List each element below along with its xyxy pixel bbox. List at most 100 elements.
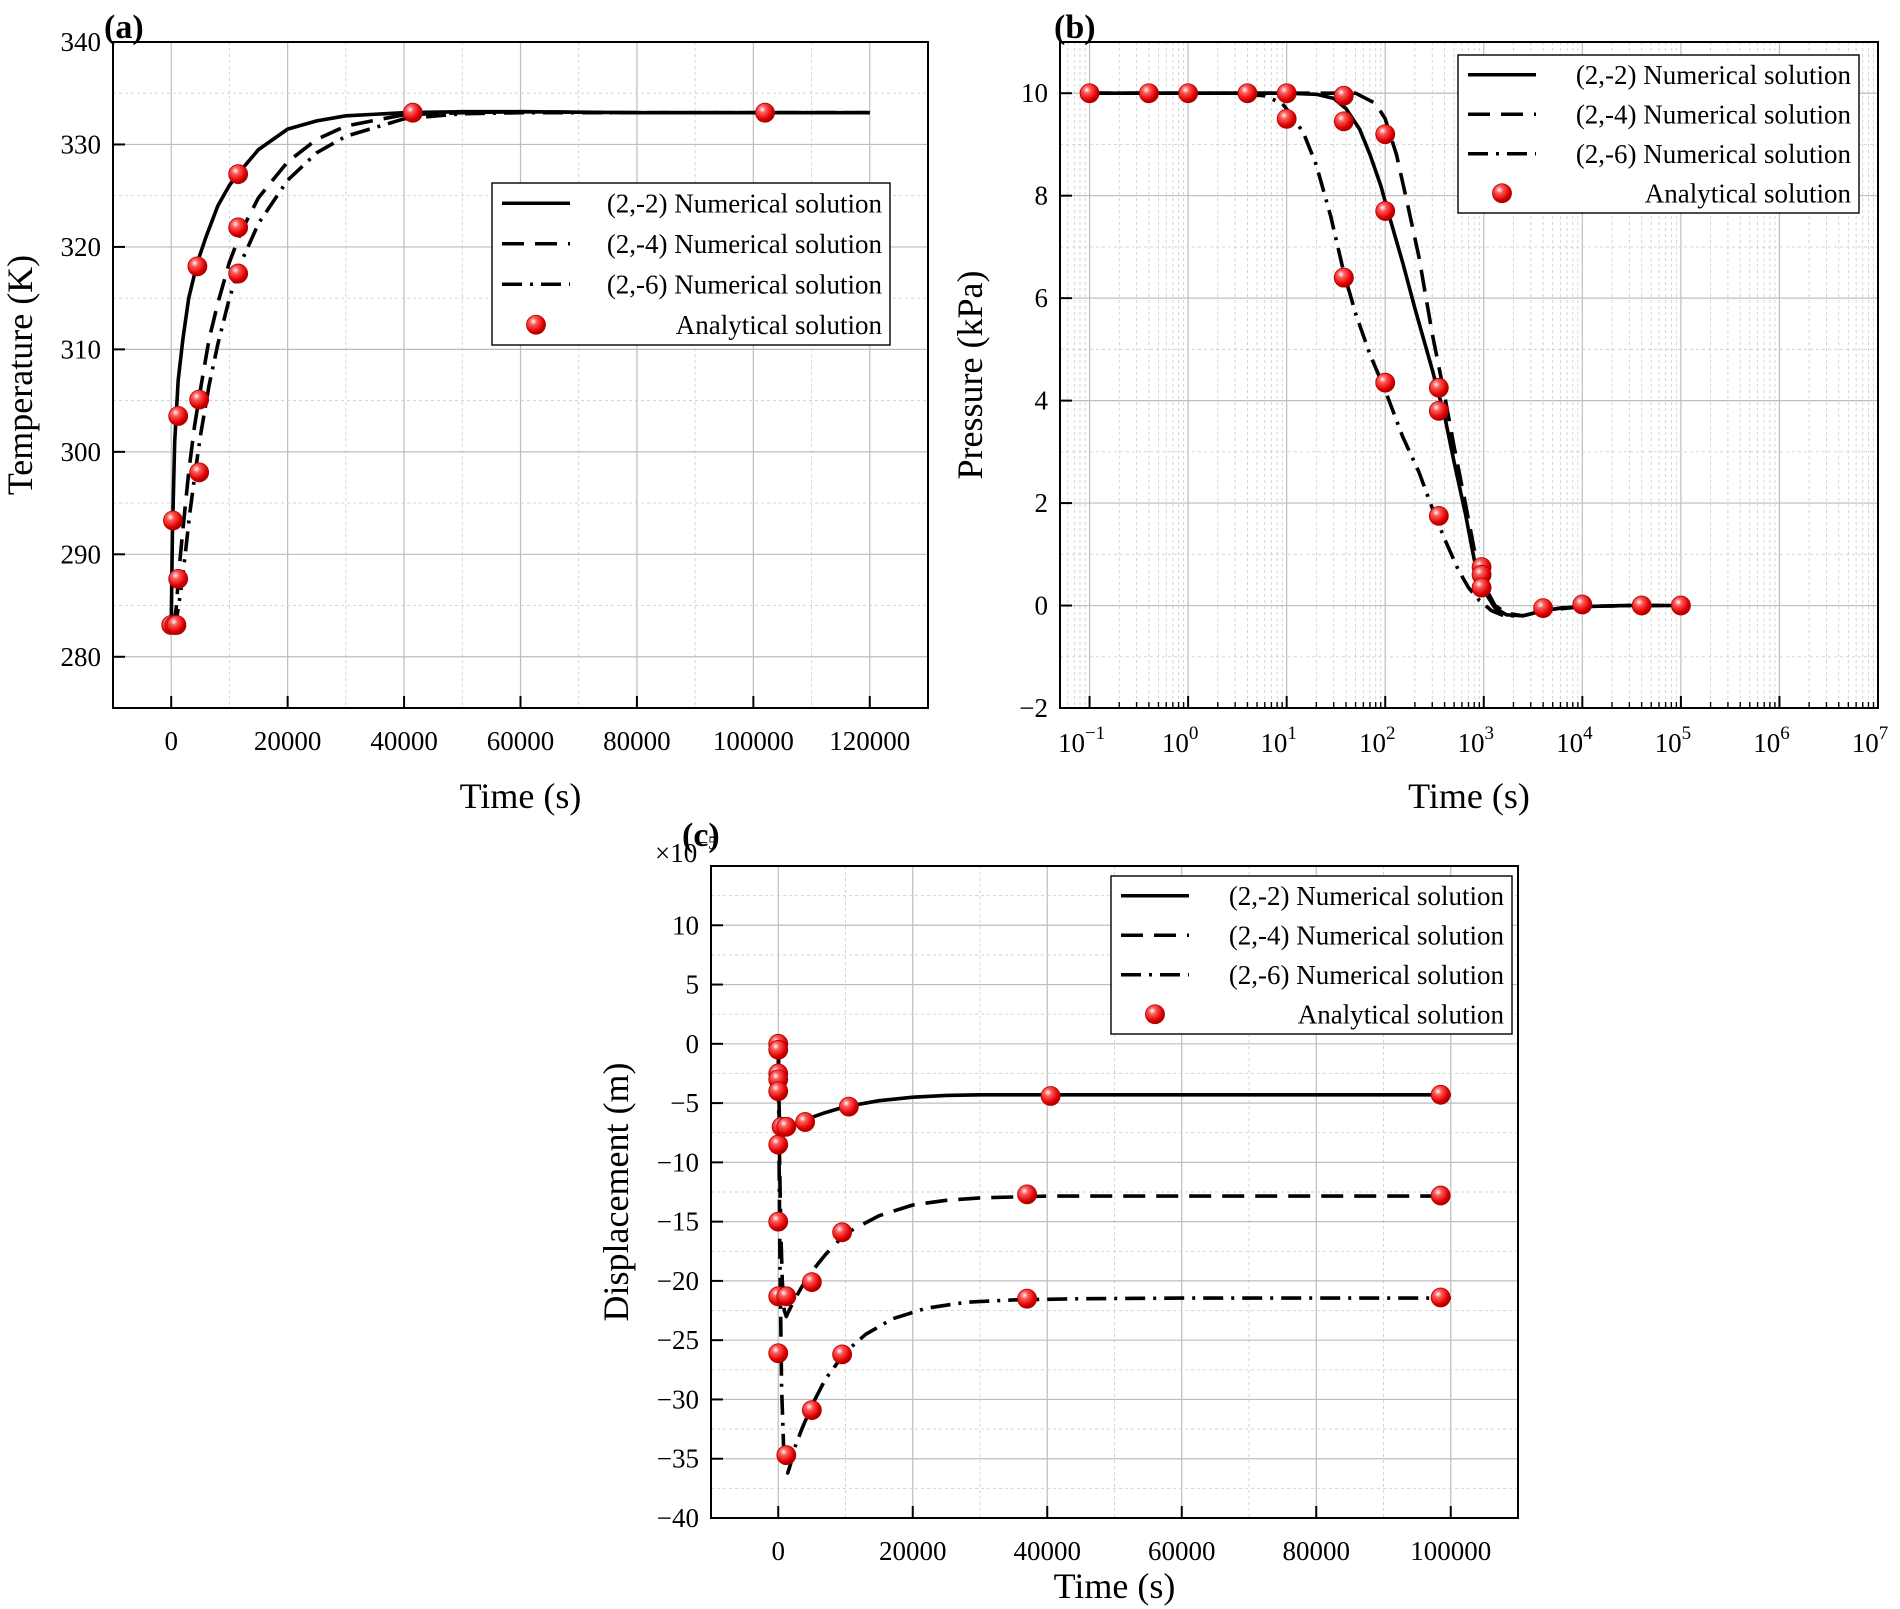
p2-analytical-marker: [1079, 83, 1100, 104]
p3-series-group: [768, 1033, 1451, 1475]
p2-x-tick-exponent: 0: [1189, 723, 1199, 744]
p3-y-tick-label: 0: [686, 1029, 700, 1059]
p2-analytical-marker: [1471, 577, 1492, 598]
p1-legend-label-3: Analytical solution: [676, 310, 883, 340]
p3-panel-label: (c): [682, 817, 720, 854]
p1-y-tick-label: 280: [61, 642, 102, 672]
p1-analytical-marker: [168, 568, 189, 589]
p1-x-tick-label: 120000: [829, 726, 910, 756]
p2-x-axis: 10−1 100 101 102 103 104 105 106 107: [1058, 696, 1888, 758]
p2-analytical-marker: [1375, 124, 1396, 145]
p2-analytical-marker: [1178, 83, 1199, 104]
p2-analytical-marker: [1139, 83, 1159, 104]
p1-legend-label-0: (2,-2) Numerical solution: [607, 188, 883, 218]
p2-legend-box: [1457, 54, 1860, 214]
p3-y-axis: −40 −35 −30 −25 −20 −15 −10 −5 0 5 10: [657, 910, 723, 1533]
p2-y-tick-label: 10: [1021, 78, 1048, 108]
p3-analytical-marker: [1017, 1184, 1037, 1205]
p2-analytical-marker: [1333, 267, 1354, 288]
panel-c-displacement-chart: 0 20000 40000 60000 80000 100000−40−35−30−25−…: [596, 817, 1519, 1606]
p2-x-tick-label: 106: [1753, 723, 1790, 758]
p3-legend-label-2: (2,-6) Numerical solution: [1229, 960, 1505, 990]
p2-x-tick-label: 10−1: [1058, 723, 1105, 758]
p1-analytical-marker: [163, 510, 183, 531]
p2-series-line-2: [1089, 91, 1681, 618]
p3-plot-frame: [710, 865, 1519, 1519]
p1-x-tick-label: 40000: [370, 726, 438, 756]
p1-legend-marker-3: [526, 314, 546, 335]
p2-y-tick-label: 0: [1035, 591, 1049, 621]
p2-x-tick-exponent: −1: [1085, 723, 1105, 744]
p2-y-tick-label: 2: [1035, 488, 1049, 518]
p3-legend: (2,-2) Numerical solution (2,-4) Numerica…: [1110, 875, 1513, 1035]
p3-x-tick-label: 0: [772, 1536, 786, 1566]
p1-legend-label-2: (2,-6) Numerical solution: [607, 269, 883, 299]
p3-analytical-marker: [801, 1400, 822, 1421]
p2-analytical-marker: [1237, 83, 1258, 104]
p1-analytical-marker: [402, 102, 423, 123]
p3-analytical-marker: [838, 1096, 859, 1117]
p1-grid: [113, 42, 928, 708]
p2-analytical-marker: [1276, 83, 1297, 104]
p1-x-axis-title: Time (s): [460, 776, 582, 816]
p3-x-tick-label: 100000: [1410, 1536, 1491, 1566]
p1-analytical-marker: [228, 164, 249, 185]
p1-legend-box: [491, 182, 891, 346]
p2-x-tick-exponent: 4: [1583, 723, 1593, 744]
p1-x-tick-label: 60000: [487, 726, 555, 756]
p2-x-axis-title: Time (s): [1408, 776, 1530, 816]
p1-series-line-2: [171, 110, 870, 628]
p2-panel-label: (b): [1054, 9, 1096, 46]
p2-x-tick-label: 104: [1556, 723, 1593, 758]
p1-y-tick-label: 330: [61, 129, 102, 159]
p2-x-tick-label: 101: [1260, 723, 1297, 758]
p2-x-tick-label: 107: [1852, 723, 1889, 758]
p1-y-tick-label: 340: [61, 27, 102, 57]
p3-analytical-marker: [768, 1081, 789, 1102]
p3-x-tick-label: 40000: [1014, 1536, 1082, 1566]
p2-legend-label-0: (2,-2) Numerical solution: [1576, 60, 1852, 90]
p3-y-axis-title: Displacement (m): [596, 1063, 636, 1322]
p2-legend: (2,-2) Numerical solution (2,-4) Numerica…: [1457, 54, 1860, 214]
p2-legend-label-1: (2,-4) Numerical solution: [1576, 99, 1852, 129]
p1-analytical-marker: [166, 615, 187, 635]
p3-analytical-marker: [795, 1112, 816, 1132]
p3-y-scale-multiplier-exponent: −5: [697, 833, 717, 854]
p3-x-tick-label: 60000: [1148, 1536, 1216, 1566]
p3-analytical-marker: [776, 1286, 797, 1307]
p2-analytical-marker: [1428, 505, 1449, 526]
p2-legend-label-2: (2,-6) Numerical solution: [1576, 139, 1852, 169]
p3-y-tick-label: −15: [657, 1207, 699, 1237]
p3-legend-label-1: (2,-4) Numerical solution: [1229, 920, 1505, 950]
p2-analytical-marker: [1276, 108, 1297, 129]
p1-y-axis-title: Temperature (K): [0, 255, 40, 495]
p1-y-tick-label: 320: [61, 232, 102, 262]
p2-analytical-marker: [1631, 595, 1652, 616]
p3-y-tick-label: 5: [686, 970, 700, 1000]
p2-x-tick-exponent: 1: [1287, 723, 1297, 744]
p2-y-tick-label: 8: [1035, 181, 1049, 211]
p3-analytical-marker: [768, 1134, 789, 1155]
p2-analytical-marker: [1428, 400, 1449, 421]
p2-x-tick-label: 105: [1655, 723, 1692, 758]
p3-y-tick-label: −30: [657, 1384, 699, 1414]
p3-analytical-marker: [768, 1343, 789, 1364]
p2-analytical-marker: [1428, 377, 1449, 398]
p1-panel-label: (a): [104, 9, 144, 46]
p3-analytical-marker: [776, 1445, 797, 1466]
p2-x-tick-label: 103: [1458, 723, 1495, 758]
p1-x-tick-label: 100000: [713, 726, 794, 756]
panel-b-pressure-chart: 10−1 100 101 102 103 104 105 106 107−20246810Tim…: [950, 9, 1888, 816]
p2-analytical-marker: [1375, 201, 1396, 221]
p1-analytical-marker: [189, 462, 210, 483]
p3-analytical-marker: [832, 1222, 853, 1243]
p1-legend-label-1: (2,-4) Numerical solution: [607, 229, 883, 259]
p2-x-tick-exponent: 6: [1780, 723, 1790, 744]
p2-analytical-marker: [1333, 85, 1354, 106]
p1-analytical-marker: [755, 102, 775, 123]
p3-y-tick-label: −20: [657, 1266, 699, 1296]
p3-y-tick-label: 10: [672, 910, 699, 940]
p3-y-tick-label: −5: [670, 1088, 699, 1118]
p3-analytical-marker: [1430, 1287, 1451, 1308]
